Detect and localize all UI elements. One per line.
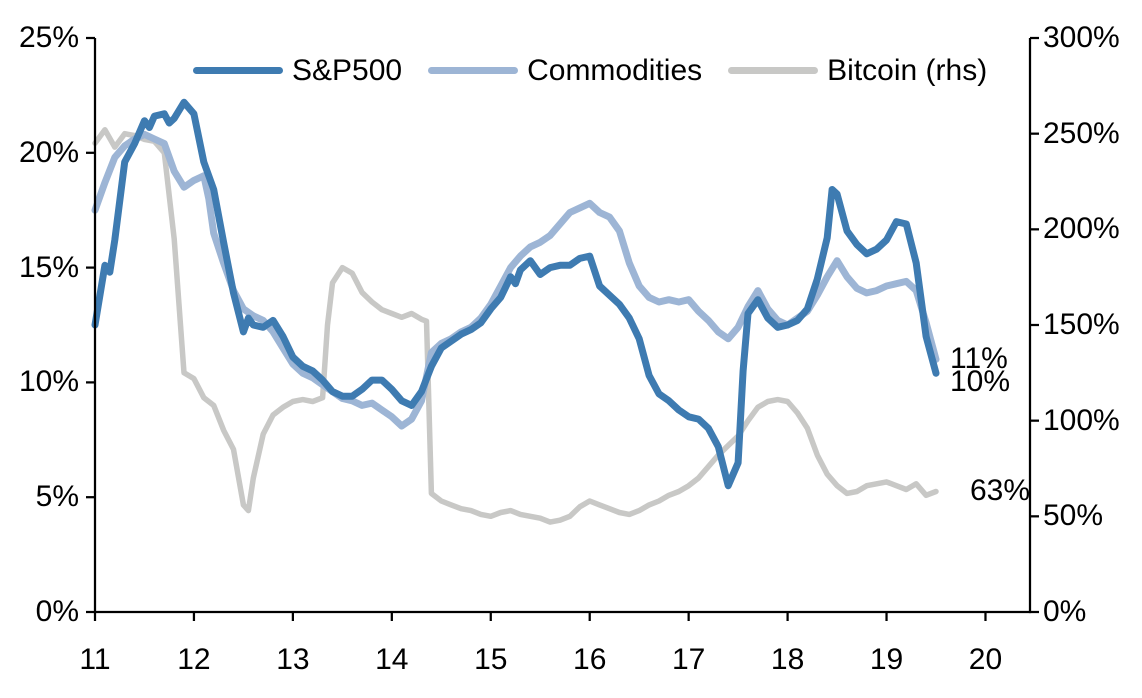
right-axis-tick-label: 50% (1043, 499, 1104, 533)
commodities-line-swatch (428, 67, 519, 74)
left-axis-tick-label: 5% (35, 480, 79, 514)
right-axis-tick-label: 250% (1043, 116, 1120, 150)
x-axis-tick-label: 11 (79, 643, 111, 676)
end-label-2: 63% (970, 474, 1031, 508)
left-axis-tick-label: 15% (18, 250, 79, 284)
x-axis-tick-label: 18 (770, 643, 805, 676)
x-axis-tick-label: 20 (968, 643, 1003, 676)
chart-legend: S&P500 Commodities Bitcoin (rhs) (193, 54, 987, 87)
left-axis-tick-label: 20% (18, 135, 79, 169)
end-label-0: 11% (950, 342, 1008, 376)
right-axis-tick-label: 0% (1043, 595, 1087, 628)
right-axis-tick-label: 300% (1043, 21, 1120, 54)
x-axis-tick-label: 16 (573, 643, 607, 676)
right-axis-tick-label: 100% (1043, 403, 1120, 437)
legend-item-bitcoin: Bitcoin (rhs) (728, 54, 987, 87)
right-axis-tick-label: 150% (1043, 308, 1120, 341)
sp500-line-swatch (193, 67, 283, 74)
commodities-legend-label: Commodities (527, 54, 703, 87)
x-axis-tick-label: 12 (177, 643, 211, 676)
x-axis-tick-label: 15 (474, 643, 508, 676)
left-axis-tick-label: 0% (35, 595, 79, 628)
x-axis-tick-label: 19 (869, 643, 904, 676)
left-axis-tick-label: 10% (18, 365, 79, 399)
end-label-1: 10% (950, 365, 1011, 399)
legend-item-commodities: Commodities (428, 54, 702, 87)
bitcoin-line-swatch (728, 67, 819, 74)
x-axis-tick-label: 14 (375, 643, 409, 676)
sp500-legend-label: S&P500 (292, 54, 403, 87)
x-axis-tick-label: 13 (276, 643, 310, 676)
x-axis-tick-label: 17 (671, 643, 706, 676)
left-axis-tick-label: 25% (18, 21, 79, 54)
right-axis-tick-label: 200% (1043, 212, 1120, 246)
series-line-bitcoin-rhs (92, 127, 939, 525)
series-line-s-p500 (91, 98, 940, 490)
legend-item-sp500: S&P500 (193, 54, 402, 87)
bitcoin-legend-label: Bitcoin (rhs) (827, 54, 988, 87)
